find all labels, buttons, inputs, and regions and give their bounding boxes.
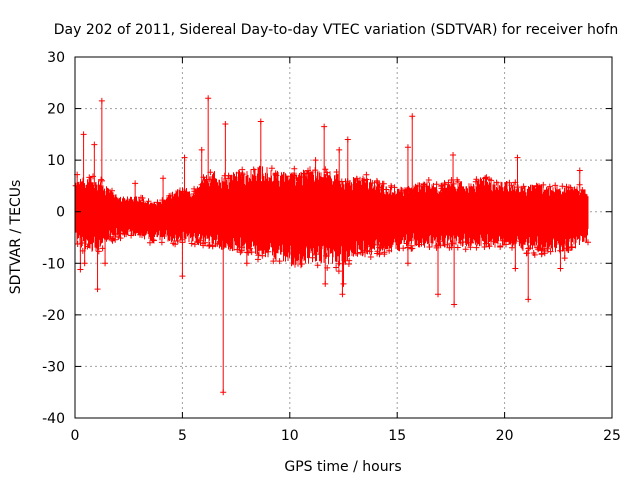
outlier-point-29 (450, 151, 457, 158)
outlier-point-7 (102, 260, 109, 267)
x-tick-label: 20 (496, 428, 514, 444)
y-tick-label: -10 (42, 256, 65, 272)
y-tick-label: -30 (42, 359, 65, 375)
outlier-point-31 (514, 154, 521, 161)
outlier-point-24 (340, 280, 347, 287)
outlier-point-3 (81, 260, 88, 267)
y-tick-label: 30 (47, 50, 65, 66)
outlier-point-17 (257, 118, 264, 125)
outlier-point-35 (561, 255, 568, 262)
x-tick-label: 25 (603, 428, 621, 444)
outlier-point-19 (321, 123, 328, 130)
outlier-point-9 (160, 175, 167, 182)
outlier-point-27 (404, 260, 411, 267)
outlier-point-1 (77, 266, 84, 273)
outlier-point-22 (339, 291, 346, 298)
x-axis-label: GPS time / hours (284, 459, 401, 475)
outlier-point-34 (557, 265, 564, 272)
x-tick-label: 0 (71, 428, 80, 444)
outlier-point-5 (94, 286, 101, 293)
outlier-point-11 (179, 273, 186, 280)
x-tick-label: 5 (178, 428, 187, 444)
outlier-point-32 (512, 265, 519, 272)
outlier-point-18 (312, 157, 319, 164)
outlier-point-14 (220, 389, 227, 396)
data-layer (72, 95, 591, 396)
axis-ticks: 0 5 10 15 20 25 30 20 10 0 -10 -20 -30 -40 (42, 50, 621, 444)
outlier-point-21 (336, 146, 343, 153)
plot-frame (74, 56, 613, 419)
y-tick-label: 20 (47, 102, 65, 118)
outlier-point-2 (80, 131, 87, 138)
y-tick-label: -20 (42, 308, 65, 324)
outlier-point-16 (243, 260, 250, 267)
outlier-point-36 (576, 167, 583, 174)
outlier-point-33 (525, 296, 532, 303)
x-tick-label: 10 (281, 428, 299, 444)
outlier-point-15 (222, 121, 229, 128)
outlier-point-25 (404, 144, 411, 151)
chart-title: Day 202 of 2011, Sidereal Day-to-day VTE… (54, 22, 618, 38)
outlier-point-8 (132, 180, 139, 187)
outlier-point-6 (98, 97, 105, 104)
y-tick-label: -40 (42, 411, 65, 427)
y-tick-label: 10 (47, 153, 65, 169)
x-tick-label: 15 (388, 428, 406, 444)
outlier-point-20 (322, 280, 329, 287)
outlier-point-28 (435, 291, 442, 298)
outlier-point-10 (181, 154, 188, 161)
y-axis-label: SDTVAR / TECUs (8, 180, 24, 295)
outlier-point-23 (344, 136, 351, 143)
outlier-point-12 (198, 146, 205, 153)
outlier-point-4 (91, 141, 98, 148)
outlier-point-13 (205, 95, 212, 102)
outlier-point-30 (451, 301, 458, 308)
outlier-point-26 (409, 113, 416, 120)
y-tick-label: 0 (56, 205, 65, 221)
